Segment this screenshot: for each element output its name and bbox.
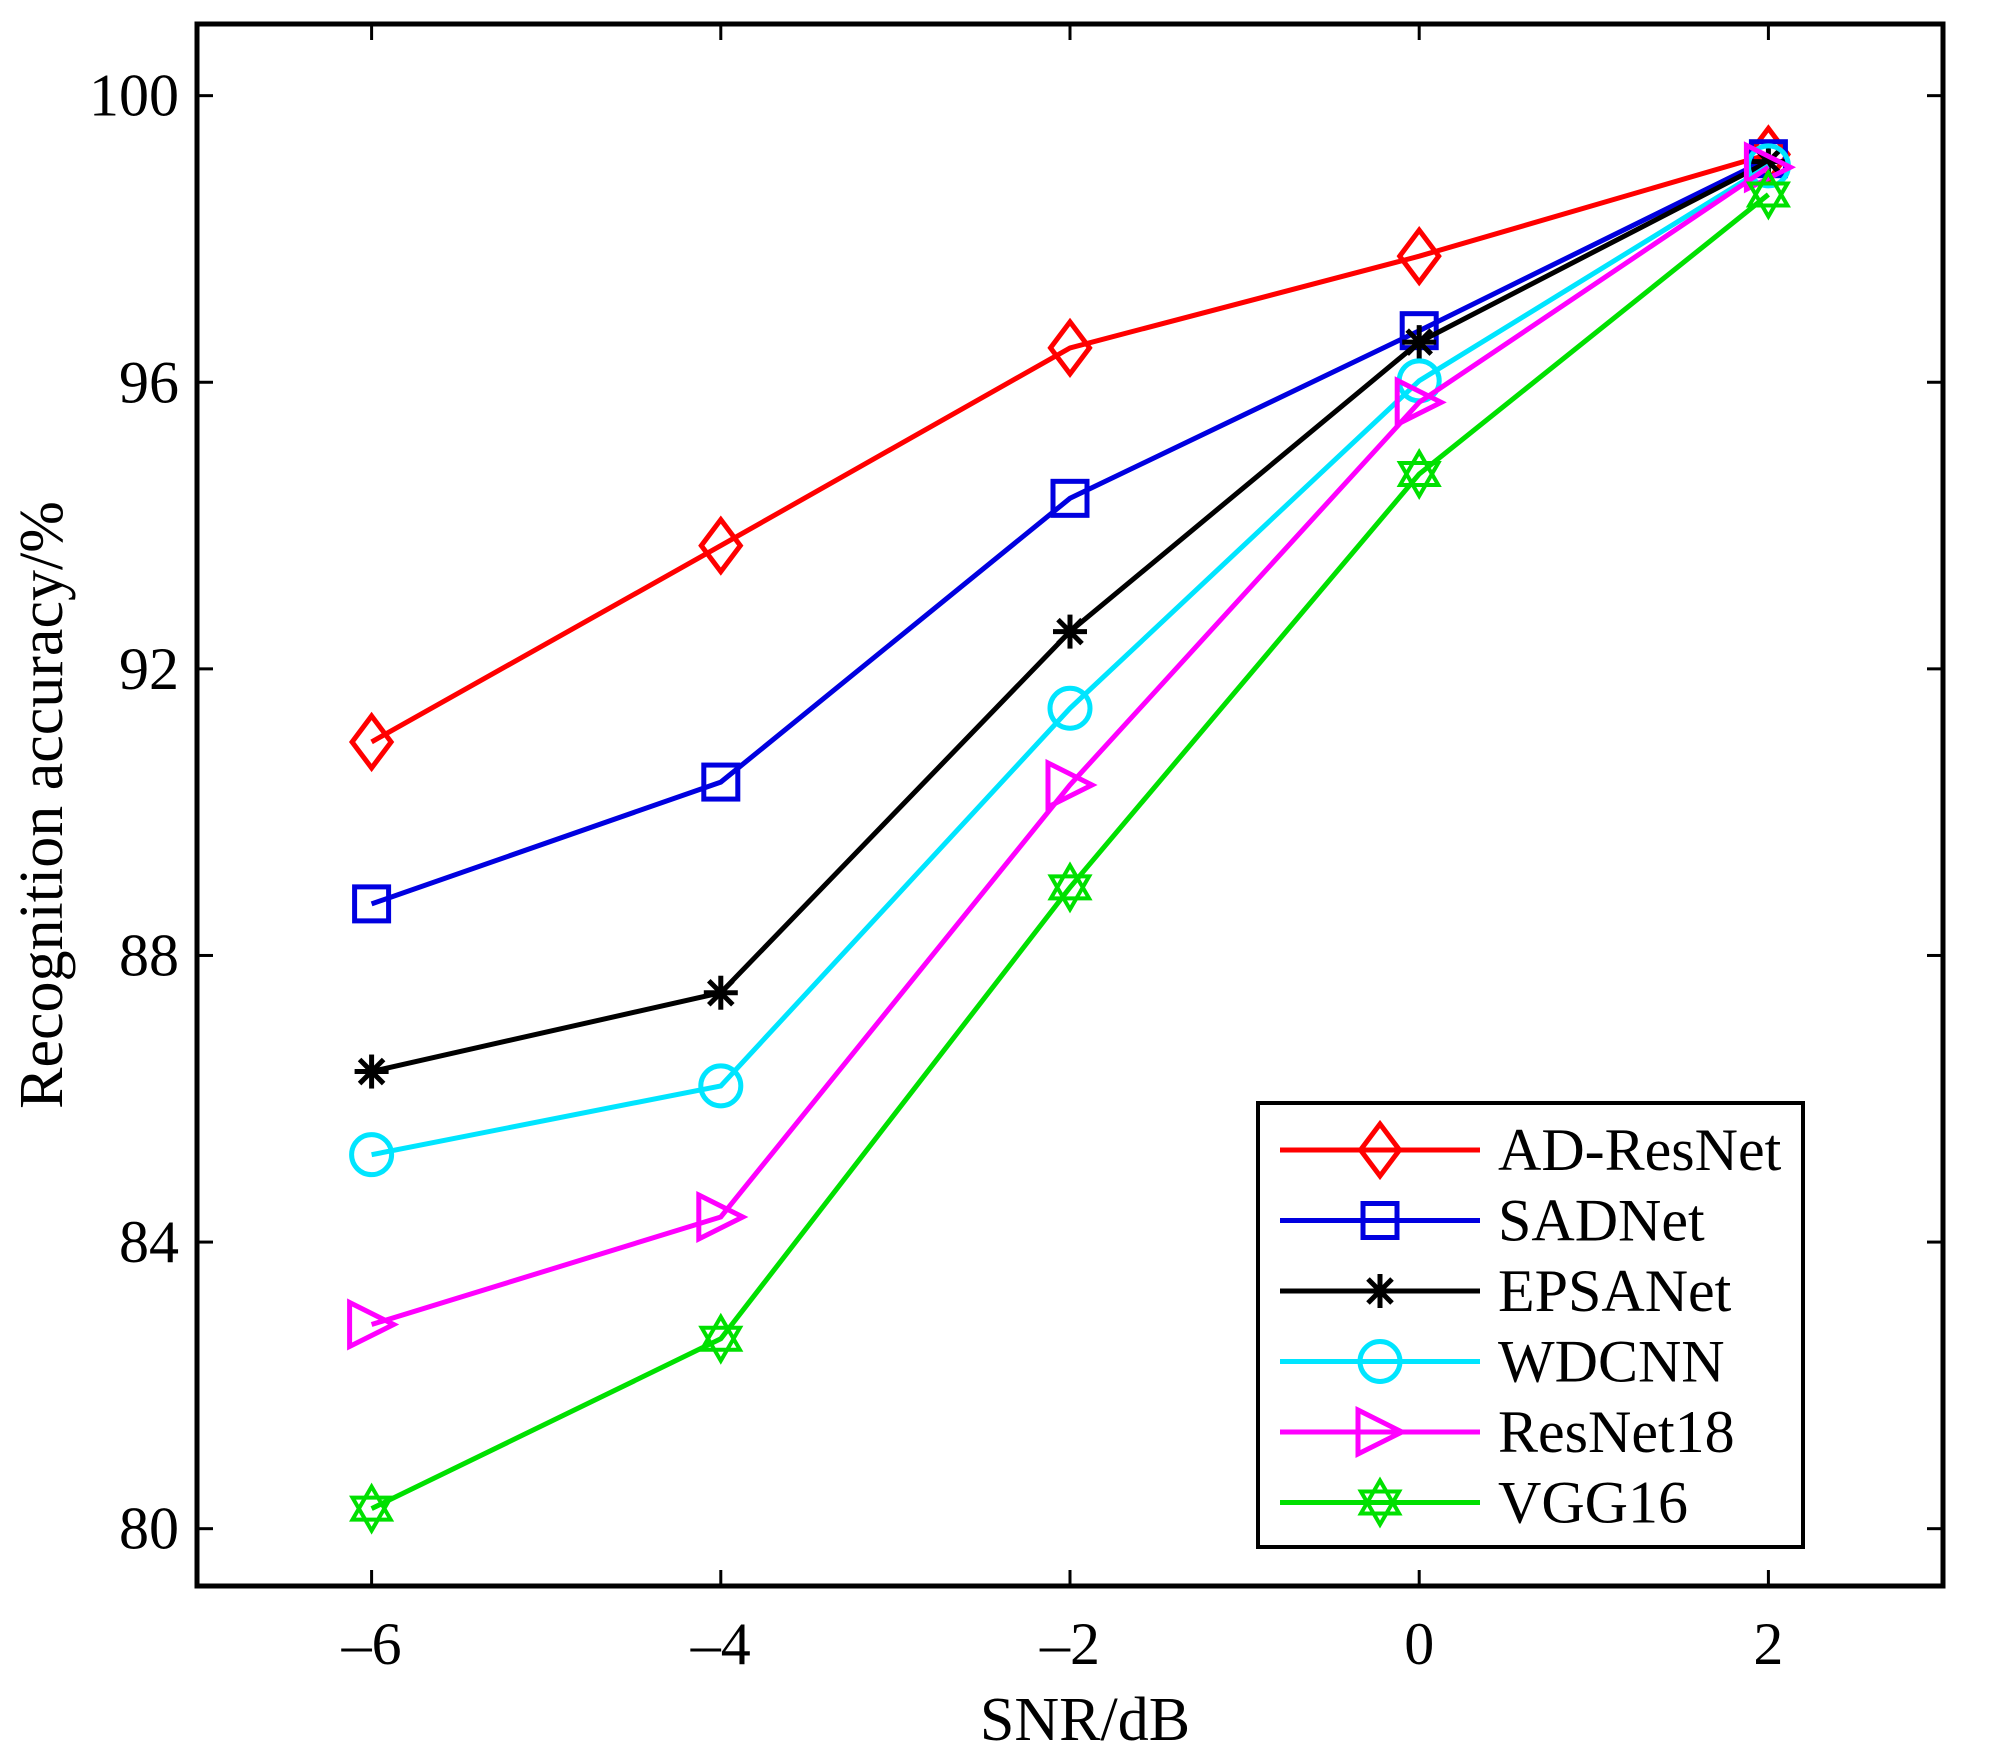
series-sadnet [352, 139, 1788, 924]
data-point-epsanet [1402, 325, 1437, 360]
data-point-vgg16 [1047, 861, 1093, 914]
data-point-wdcnn [698, 1063, 744, 1109]
x-axis-title: SNR/dB [980, 1686, 1190, 1754]
legend-item-ad-resnet: AD-ResNet [1280, 1117, 1782, 1183]
legend-label: WDCNN [1498, 1329, 1725, 1395]
data-point-wdcnn [1047, 685, 1093, 731]
data-point-epsanet [703, 975, 738, 1010]
x-tick-label: 0 [1404, 1611, 1434, 1677]
data-point-ad-resnet [698, 515, 744, 576]
legend-item-vgg16: VGG16 [1280, 1470, 1688, 1536]
x-tick-label: –6 [341, 1611, 402, 1677]
data-point-ad-resnet [1396, 225, 1442, 287]
data-point-resnet18 [1394, 376, 1447, 429]
data-point-resnet18 [1045, 758, 1098, 811]
y-tick-label: 80 [119, 1496, 179, 1562]
x-tick-label: –4 [690, 1611, 751, 1677]
legend-item-sadnet: SADNet [1280, 1188, 1705, 1254]
data-point-vgg16 [1396, 448, 1442, 500]
legend-item-wdcnn: WDCNN [1280, 1329, 1725, 1395]
data-point-vgg16 [698, 1312, 744, 1365]
series-line-wdcnn [371, 163, 1770, 1158]
y-axis-title: Recognition accuracy/% [8, 501, 76, 1109]
data-point-resnet18 [696, 1190, 749, 1244]
data-point-resnet18 [347, 1298, 400, 1351]
series-line-sadnet [370, 156, 1770, 907]
y-tick-label: 92 [119, 636, 179, 702]
legend-marker-wdcnn [1357, 1339, 1403, 1384]
data-point-vgg16 [1745, 168, 1791, 221]
legend-label: SADNet [1498, 1188, 1705, 1254]
axis-ticks: –6 –4 –2 0 2 80 84 88 92 96 100 [89, 24, 1943, 1677]
y-tick-label: 100 [89, 63, 179, 129]
series-line-vgg16 [370, 192, 1770, 1511]
series-line-resnet18 [370, 165, 1770, 1327]
x-tick-label: –2 [1039, 1611, 1100, 1677]
x-tick-label: 2 [1753, 1611, 1783, 1677]
series-wdcnn [349, 143, 1791, 1178]
legend-label: ResNet18 [1498, 1399, 1735, 1465]
legend-marker-ad-resnet [1357, 1119, 1403, 1181]
y-tick-label: 84 [119, 1209, 179, 1275]
y-tick-label: 88 [119, 922, 179, 988]
series-vgg16 [349, 168, 1791, 1535]
series-epsanet [354, 144, 1786, 1089]
legend-marker-epsanet [1363, 1274, 1397, 1308]
legend-marker-vgg16 [1357, 1476, 1403, 1529]
data-point-sadnet [1050, 478, 1090, 518]
data-point-wdcnn [349, 1132, 395, 1178]
data-point-epsanet [1053, 614, 1087, 649]
data-point-epsanet [354, 1054, 389, 1089]
legend-label: EPSANet [1498, 1258, 1732, 1324]
legend-box [1256, 1101, 1805, 1549]
legend-item-resnet18: ResNet18 [1280, 1399, 1735, 1465]
y-tick-label: 96 [119, 349, 179, 415]
legend-label: AD-ResNet [1498, 1117, 1782, 1183]
series-line-ad-resnet [370, 151, 1770, 745]
data-point-sadnet [352, 884, 392, 924]
data-point-ad-resnet [348, 711, 395, 773]
series-resnet18 [347, 141, 1796, 1351]
series-layer [347, 124, 1796, 1535]
data-point-sadnet [701, 762, 741, 802]
data-point-vgg16 [349, 1482, 395, 1535]
legend-item-epsanet: EPSANet [1280, 1258, 1732, 1324]
data-point-resnet18 [1743, 141, 1796, 194]
data-point-ad-resnet [1047, 317, 1093, 379]
legend-marker-sadnet [1360, 1201, 1400, 1240]
legend-label: VGG16 [1498, 1470, 1688, 1536]
legend-marker-resnet18 [1355, 1405, 1408, 1459]
